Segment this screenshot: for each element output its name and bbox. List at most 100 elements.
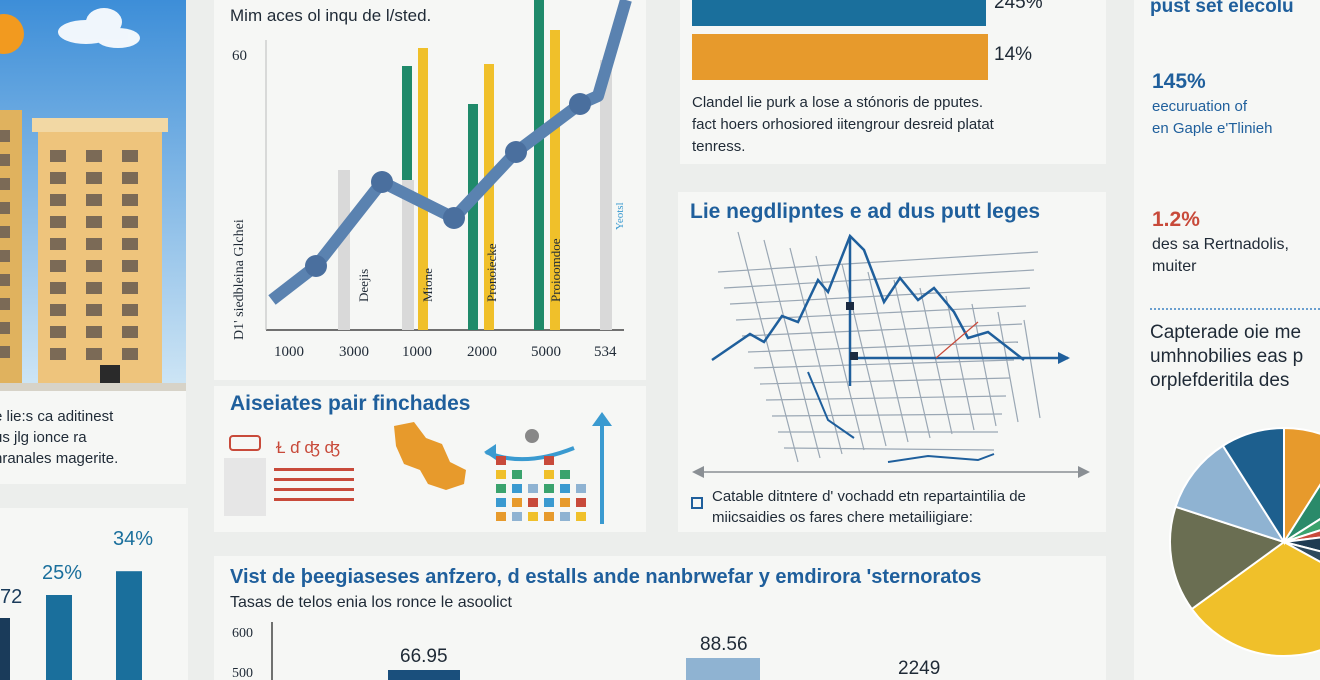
bar-rotated-label: Mione: [420, 268, 435, 302]
legend-square-icon: [691, 497, 703, 509]
city-illustration: [0, 0, 186, 391]
hbar: [692, 0, 986, 26]
bar: [116, 571, 142, 680]
pie-slice: [1283, 517, 1320, 543]
tile-grid-icon: [496, 456, 586, 521]
stat-value: 1.2%: [1152, 208, 1200, 231]
stat-text: muiter: [1152, 258, 1197, 275]
pie-slice: [1190, 540, 1320, 657]
map-icon: [394, 422, 466, 490]
right-heading: pust set elecolu: [1150, 0, 1294, 17]
bottom-value-label: 2249: [898, 658, 941, 679]
point: [305, 255, 327, 277]
stat-text: en Gaple e'Tlinieh: [1152, 120, 1273, 137]
sun-icon: [0, 14, 24, 54]
bar: [468, 104, 478, 330]
associates-panel: Aiseiates pair finchades Ɫ ɗ ʤ ʤ: [214, 386, 646, 532]
point: [443, 207, 465, 229]
bar-rotated-label: Proioomdoe: [548, 238, 563, 302]
pie-slice: [1283, 483, 1320, 543]
bead-grid-icon: [274, 468, 354, 501]
series-rotated-label: Yeotsl: [614, 202, 626, 230]
x-tick-label: 1000: [402, 344, 432, 360]
pie-slice: [1221, 426, 1285, 546]
bottom-title: Vist de þeegiaseses anfzero, d estalls a…: [230, 566, 982, 588]
bar: [418, 48, 428, 330]
city-caption-3: hranales magerite.: [0, 450, 119, 467]
x-tick-label: 5000: [531, 344, 561, 360]
bar: [46, 595, 72, 680]
series-line: [268, 0, 632, 305]
document-icon: [224, 458, 266, 516]
stat-value: 145%: [1152, 70, 1206, 93]
top-caption-2: fact hoers orhosiored iitengrour desreid…: [692, 116, 994, 133]
bar-value-label: 34%: [113, 528, 154, 550]
horizontal-bar-chart: [692, 0, 988, 80]
bar-rotated-label: Deejis: [356, 268, 371, 302]
bar-value-label: 72: [0, 586, 23, 608]
bar: [0, 618, 10, 680]
stat-text: eecuruation of: [1152, 98, 1248, 115]
x-tick-label: 1000: [274, 344, 304, 360]
y-tick-label: 500: [232, 666, 253, 680]
right-caption: umhnobilies eas p: [1150, 346, 1304, 367]
line-chart-title: Mim aces ol inqu de l/sted.: [230, 6, 432, 25]
hbar-label: 245%: [994, 0, 1043, 13]
bottom-value-label: 66.95: [400, 646, 448, 667]
right-caption: Capterade oie me: [1150, 322, 1302, 343]
hbar: [692, 34, 988, 80]
x-tick-label: 3000: [339, 344, 369, 360]
bar: [388, 670, 460, 680]
bar: [484, 64, 494, 330]
right-caption: orplefderitila des: [1150, 370, 1290, 391]
bar: [686, 658, 760, 680]
network-diagram: [691, 231, 1090, 509]
point: [569, 93, 591, 115]
pie-slice: [1283, 536, 1320, 553]
city-caption-1: e lie:s ca aditinest: [0, 408, 114, 425]
bar-rotated-label: Pronoiecke: [484, 243, 499, 302]
stat-text: des sa Rertnadolis,: [1152, 236, 1289, 253]
top-caption-3: tenress.: [692, 138, 746, 155]
marker-icon: [525, 429, 539, 443]
line-bar-chart: [265, 0, 632, 331]
top-caption-1: Clandel lie purk a lose a stónoris de pp…: [692, 94, 984, 111]
hbar-label: 14%: [994, 44, 1033, 65]
network-legend-2: miicsaidies os fares chere metailiigiare…: [712, 509, 973, 526]
point: [505, 141, 527, 163]
x-tick-label: 534: [594, 344, 617, 360]
network-title: Lie negdlipntes e ad dus putt leges: [690, 200, 1041, 223]
associates-title: Aiseiates pair finchades: [230, 392, 471, 415]
left-bar-chart: [0, 571, 142, 680]
right-stats-panel: pust set elecolu 145% eecuruation of en …: [1134, 0, 1320, 680]
glyph-row: Ɫ ɗ ʤ ʤ: [276, 438, 340, 457]
pie-chart: [1169, 426, 1320, 657]
bar: [402, 180, 414, 330]
associates-icons: [224, 412, 612, 524]
bottom-value-label: 88.56: [700, 634, 748, 655]
point: [371, 171, 393, 193]
y-tick-label: 60: [232, 48, 247, 64]
left-bar-chart-panel: 72 25% 34%: [0, 508, 188, 680]
bar: [534, 0, 544, 330]
cloud-icon: [58, 8, 140, 48]
badge-icon: [229, 435, 261, 451]
network-panel: Lie negdlipntes e ad dus putt leges Cata…: [678, 192, 1106, 532]
top-bars-panel: 245% 14% Clandel lie purk a lose a stóno…: [680, 0, 1106, 164]
bar: [338, 170, 350, 330]
bar: [550, 30, 560, 330]
y-tick-label: 600: [232, 626, 253, 641]
bar-value-label: 25%: [42, 562, 83, 584]
network-legend-1: Catable ditntere d' vochadd etn repartai…: [712, 488, 1026, 505]
bottom-subtitle: Tasas de telos enia los ronce le asoolic…: [230, 594, 512, 611]
divider: [1150, 308, 1320, 310]
bar: [600, 60, 612, 330]
city-caption-2: us jlg ionce ra: [0, 429, 87, 446]
pie-slice: [1174, 444, 1287, 544]
pie-slice: [1169, 505, 1287, 611]
city-panel: e lie:s ca aditinest us jlg ionce ra hra…: [0, 0, 186, 484]
bottom-chart-panel: Vist de þeegiaseses anfzero, d estalls a…: [214, 556, 1106, 680]
bottom-bar-chart: [271, 622, 760, 680]
line-chart-panel: Mim aces ol inqu de l/sted. 60 D1' siedb…: [214, 0, 646, 380]
x-tick-label: 2000: [467, 344, 497, 360]
